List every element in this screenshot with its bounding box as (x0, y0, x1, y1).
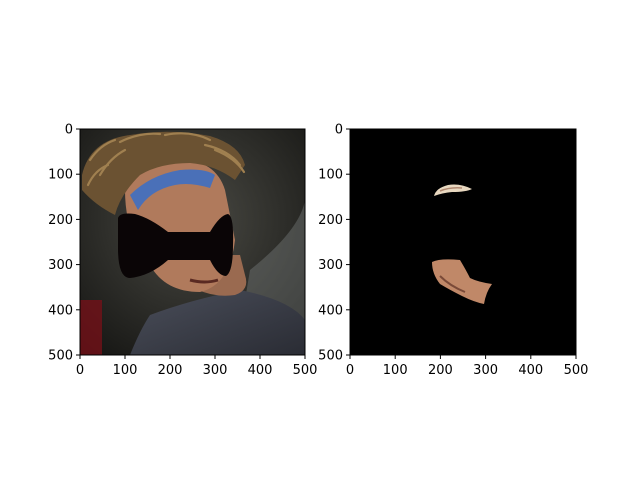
photo-red-glow (80, 300, 102, 355)
photo-axes-frame (79, 128, 306, 356)
photo-x-tick-label: 400 (248, 363, 273, 378)
chin-shadow (439, 275, 466, 293)
player-shirt (130, 290, 305, 355)
photo-y-tick-label: 200 (48, 213, 73, 228)
mask-x-tick-label: 200 (428, 363, 453, 378)
photo-x-tick-label: 500 (293, 363, 318, 378)
photo-y-tick-label: 100 (48, 168, 73, 183)
photo-panel (80, 129, 305, 355)
forehead-visible-region (434, 184, 472, 196)
photo-y-tick-label: 300 (48, 258, 73, 273)
headband (130, 169, 215, 210)
mask-y-tick-label: 300 (318, 258, 343, 273)
mask-x-tick-label: 400 (518, 363, 543, 378)
mask-x-tick-label: 300 (473, 363, 498, 378)
mask-x-tick-label: 100 (383, 363, 408, 378)
photo-x-tick-label: 100 (113, 363, 138, 378)
mask-axes-frame (349, 128, 577, 356)
photo-x-tick-label: 200 (158, 363, 183, 378)
mask-result-background (350, 129, 576, 355)
mask-result-panel (350, 129, 576, 355)
mask-y-tick-label: 200 (318, 213, 343, 228)
mask-y-tick-label: 100 (318, 168, 343, 183)
photo-y-tick-label: 400 (48, 303, 73, 318)
photo-x-tick-label: 300 (203, 363, 228, 378)
chin-visible-region (432, 259, 492, 304)
photo-y-tick-label: 0 (65, 123, 73, 138)
face-mask-bowtie (118, 213, 234, 278)
photo-x-tick-label: 0 (76, 363, 84, 378)
mask-y-tick-label: 0 (335, 123, 343, 138)
photo-y-tick-label: 500 (48, 349, 73, 364)
mask-y-tick-label: 400 (318, 303, 343, 318)
mask-x-tick-label: 500 (564, 363, 589, 378)
player-mouth (189, 278, 219, 284)
mask-y-tick-label: 500 (318, 349, 343, 364)
forehead-skin-detail (439, 187, 463, 192)
mask-x-tick-label: 0 (346, 363, 354, 378)
hair-locks (86, 132, 246, 187)
